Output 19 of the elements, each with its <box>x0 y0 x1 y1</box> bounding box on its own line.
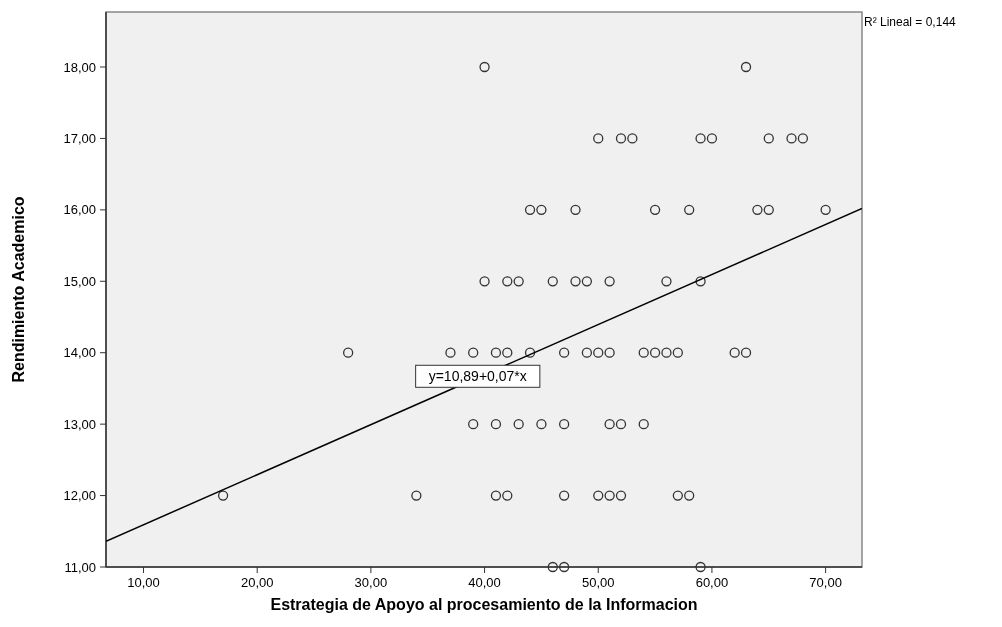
x-tick-label: 20,00 <box>240 575 274 590</box>
y-axis-title: Rendimiento Academico <box>10 196 27 383</box>
y-tick-label: 16,00 <box>63 202 96 218</box>
y-tick-label: 11,00 <box>64 559 96 575</box>
annotation: y=10,89+0,07*x <box>428 368 527 385</box>
y-tick-label: 17,00 <box>63 130 96 146</box>
x-tick-label: 30,00 <box>354 575 388 590</box>
x-tick-label: 10,00 <box>127 575 160 590</box>
x-tick-label: 70,00 <box>809 575 842 590</box>
y-tick-label: 18,00 <box>63 59 96 75</box>
x-tick-label: 40,00 <box>468 575 501 590</box>
y-tick-label: 15,00 <box>63 273 96 289</box>
x-tick-label: 60,00 <box>695 575 729 590</box>
x-tick-label: 50,00 <box>581 575 615 590</box>
y-tick-label: 14,00 <box>63 345 96 361</box>
text: R² Lineal = 0,144 <box>864 15 957 29</box>
x-axis-title: Estrategia de Apoyo al procesamiento de la Informacion <box>270 596 698 613</box>
y-tick-label: 12,00 <box>63 488 96 504</box>
y-tick-label: 13,00 <box>63 416 96 432</box>
